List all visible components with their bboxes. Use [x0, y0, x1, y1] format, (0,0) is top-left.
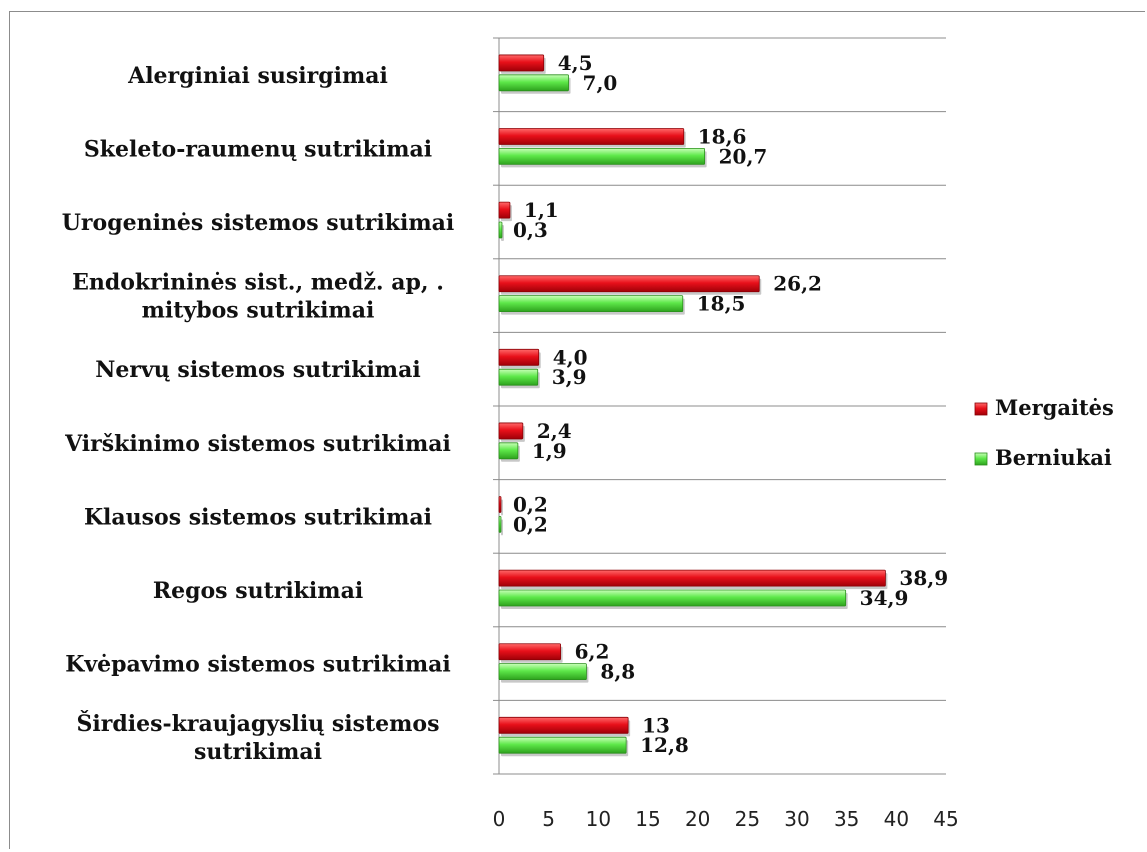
bar [498, 643, 561, 661]
bar [498, 736, 627, 754]
category-label-line: Klausos sistemos sutrikimai [84, 504, 432, 530]
data-label: 18,6 [698, 125, 747, 149]
category-label-line: mitybos sutrikimai [142, 298, 375, 324]
category-label: Kvėpavimo sistemos sutrikimai [65, 652, 451, 678]
data-label: 38,9 [899, 566, 948, 590]
bar [498, 569, 886, 587]
category-label: Skeleto-raumenų sutrikimai [84, 136, 432, 162]
legend-swatch [974, 452, 988, 466]
data-label: 0,2 [513, 493, 548, 517]
x-tick-label: 5 [542, 807, 555, 831]
bar [498, 295, 684, 313]
category-label-line: sutrikimai [194, 739, 322, 765]
x-tick-label: 30 [784, 807, 809, 831]
bar [498, 368, 539, 386]
x-tick-label: 35 [834, 807, 859, 831]
category-label: Regos sutrikimai [153, 578, 363, 604]
data-label: 1,1 [524, 198, 559, 222]
legend-swatch [974, 402, 988, 416]
bar-shadow [501, 519, 503, 536]
bar [498, 275, 760, 293]
bar [498, 221, 503, 239]
bar [498, 147, 706, 165]
data-label: 1,9 [532, 439, 567, 463]
category-label: Nervų sistemos sutrikimai [95, 357, 420, 383]
category-label-line: Alerginiai susirgimai [127, 63, 388, 89]
bar [498, 201, 511, 219]
category-label: Klausos sistemos sutrikimai [84, 504, 432, 530]
category-label-line: Širdies-kraujagyslių sistemos [77, 710, 440, 737]
bar [498, 128, 685, 145]
data-label: 4,5 [558, 51, 593, 75]
data-label: 34,9 [860, 586, 909, 610]
x-tick-label: 0 [493, 807, 506, 831]
category-label-line: Skeleto-raumenų sutrikimai [84, 136, 432, 162]
bar [498, 442, 519, 460]
data-label: 8,8 [600, 660, 635, 684]
category-label-line: Virškinimo sistemos sutrikimai [64, 431, 451, 457]
legend-label: Mergaitės [995, 395, 1114, 420]
bar [498, 516, 502, 533]
data-label: 2,4 [537, 419, 572, 443]
x-tick-label: 25 [735, 807, 760, 831]
data-label: 7,0 [583, 71, 618, 95]
bar [498, 716, 629, 734]
x-tick-label: 20 [685, 807, 710, 831]
legend-label: Berniukai [995, 445, 1112, 470]
bar [498, 348, 540, 366]
category-label-line: Kvėpavimo sistemos sutrikimai [65, 652, 451, 678]
data-label: 26,2 [773, 272, 822, 296]
data-label: 6,2 [575, 640, 610, 664]
data-label: 13 [642, 713, 670, 737]
category-label-line: Endokrininės sist., medž. ap, . [72, 270, 444, 296]
category-label-line: Regos sutrikimai [153, 578, 363, 604]
chart-frame [9, 11, 1145, 849]
bar [498, 74, 569, 92]
bar [498, 496, 502, 513]
category-label-line: Nervų sistemos sutrikimai [95, 357, 420, 383]
x-tick-label: 40 [884, 807, 909, 831]
data-label: 4,0 [553, 345, 588, 369]
data-label: 20,7 [719, 144, 768, 168]
x-tick-label: 10 [586, 807, 611, 831]
data-label: 0,2 [513, 512, 548, 536]
category-label: Endokrininės sist., medž. ap, . mitybos s… [72, 270, 444, 324]
data-label: 12,8 [640, 733, 689, 757]
x-tick-label: 45 [933, 807, 958, 831]
data-label: 18,5 [697, 292, 746, 316]
x-tick-label: 15 [635, 807, 660, 831]
bar [498, 422, 524, 440]
category-label: Širdies-kraujagyslių sistemos sutrikimai [77, 710, 440, 765]
bar [498, 589, 847, 607]
bar [498, 54, 545, 72]
bar-shadow [501, 499, 503, 516]
category-label: Urogeninės sistemos sutrikimai [62, 210, 455, 236]
category-label-line: Urogeninės sistemos sutrikimai [62, 210, 455, 236]
category-label: Virškinimo sistemos sutrikimai [64, 431, 451, 457]
data-label: 0,3 [513, 218, 548, 242]
data-label: 3,9 [552, 365, 587, 389]
category-label: Alerginiai susirgimai [127, 63, 388, 89]
bar [498, 663, 587, 680]
